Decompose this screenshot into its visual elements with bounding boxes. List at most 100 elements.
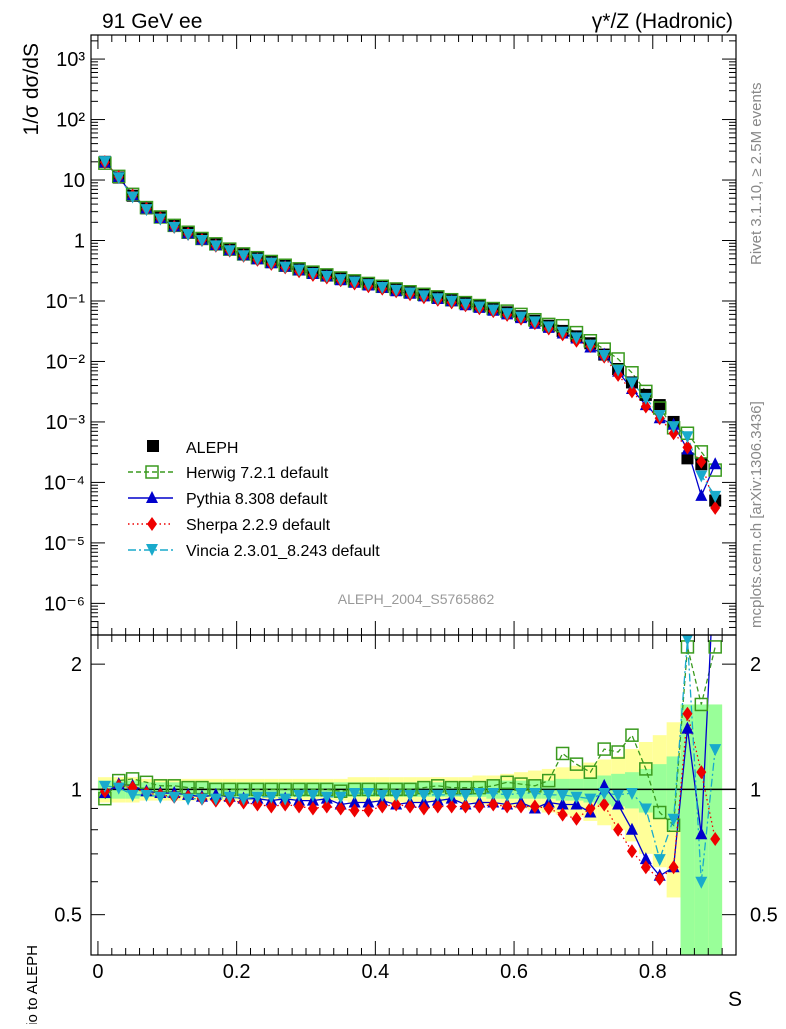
axis-ticks: 0 0.2 0.4 0.6 0.810⁻⁶10⁻⁵10⁻⁴10⁻³10⁻²10⁻¹110… (44, 35, 778, 983)
ratio-point-vincia (431, 789, 444, 802)
ratio-point-vincia (417, 789, 430, 802)
main-point-vincia (515, 311, 527, 324)
main-point-vincia (279, 261, 292, 274)
ratio-point-sherpa (474, 799, 485, 814)
ratio-point-herwig (694, 697, 709, 712)
ratio-point-sherpa (543, 801, 554, 816)
header-right: γ*/Z (Hadronic) (592, 10, 733, 33)
ratio-point-pythia (598, 778, 611, 791)
band-inner-bin (680, 704, 695, 955)
legend-entry-vincia: Vincia 2.3.01_8.243 default (128, 543, 380, 560)
main-line-herwig (104, 162, 716, 471)
main-point-vincia (265, 257, 278, 270)
x-tick-label: 0.4 (361, 961, 389, 983)
main-point-vincia (140, 204, 153, 217)
main-point-pythia (695, 488, 708, 501)
ratio-frame (90, 634, 737, 956)
main-point-sherpa (682, 440, 693, 455)
ratio-point-sherpa (335, 801, 346, 816)
ratio-point-sherpa (252, 797, 263, 812)
legend-entry-aleph: ALEPH (147, 440, 238, 457)
ratio-point-sherpa (557, 807, 568, 822)
main-point-sherpa (668, 426, 679, 441)
main-point-sherpa (710, 500, 721, 515)
main-point-vincia (168, 221, 181, 234)
ratio-point-sherpa (391, 797, 402, 812)
ratio-point-vincia (251, 791, 264, 804)
header-left: 91 GeV ee (102, 10, 202, 33)
x-tick-label: 0.6 (500, 961, 528, 983)
ratio-point-herwig (625, 728, 639, 742)
ratio-point-vincia (279, 793, 292, 806)
ratio-point-vincia (348, 788, 361, 801)
ratio-point-sherpa (321, 799, 332, 814)
main-point-vincia (237, 250, 250, 263)
ratio-point-sherpa (488, 797, 499, 812)
y-tick-label-main: 10⁻⁴ (44, 472, 85, 494)
main-point-vincia (639, 392, 652, 405)
ratio-point-sherpa (613, 822, 624, 837)
aleph-point (653, 399, 666, 412)
ratio-point-vincia (625, 788, 638, 801)
ratio-point-sherpa (626, 844, 637, 859)
legend-label-pythia: Pythia 8.308 default (186, 491, 328, 508)
ratio-point-sherpa (460, 799, 471, 814)
y-tick-label-ratio-right: 2 (750, 654, 761, 676)
ratio-point-herwig (611, 745, 625, 759)
y-tick-label-main: 10⁻³ (46, 412, 86, 434)
ratio-point-sherpa (432, 799, 443, 814)
ratio-point-pythia (625, 822, 638, 835)
ratio-point-sherpa (418, 801, 429, 816)
ratio-point-sherpa (516, 799, 526, 814)
ratio-point-sherpa (266, 799, 277, 814)
main-point-vincia (348, 276, 361, 289)
ratio-point-vincia (542, 789, 555, 802)
main-point-vincia (112, 172, 125, 185)
ratio-point-sherpa (363, 803, 374, 818)
ratio-point-vincia (667, 813, 680, 826)
y-tick-label-ratio-left: 2 (71, 654, 82, 676)
legend-marker-sherpa (147, 517, 157, 531)
ratio-point-sherpa (349, 803, 360, 818)
legend-marker-aleph (147, 440, 159, 452)
main-point-vincia (709, 490, 722, 503)
rivet-info: Rivet 3.1.10, ≥ 2.5M events (748, 83, 765, 266)
main-point-vincia (126, 191, 139, 204)
ratio-point-sherpa (405, 799, 416, 814)
ratio-point-vincia (598, 788, 611, 801)
ratio-point-sherpa (696, 765, 707, 780)
ratio-point-vincia (459, 789, 472, 802)
ratio-point-pythia (362, 795, 375, 808)
legend-label-vincia: Vincia 2.3.01_8.243 default (186, 543, 380, 560)
ratio-point-vincia (501, 789, 514, 802)
main-point-vincia (154, 213, 167, 226)
ratio-point-herwig (639, 762, 653, 776)
main-point-vincia (667, 421, 680, 434)
main-point-vincia (542, 321, 555, 334)
legend-entry-herwig: Herwig 7.2.1 default (128, 465, 329, 482)
main-point-vincia (612, 364, 625, 377)
ratio-point-vincia (556, 789, 569, 802)
ratio-point-herwig (652, 805, 667, 820)
main-point-vincia (431, 293, 444, 306)
mcplots-info: mcplots.cern.ch [arXiv:1306.3436] (748, 401, 765, 628)
ratio-point-vincia (487, 788, 500, 801)
ratio-point-vincia (404, 789, 417, 802)
ratio-point-vincia (682, 635, 693, 646)
y-tick-label-ratio-left: 0.5 (54, 905, 82, 927)
ratio-point-sherpa (682, 706, 693, 721)
ratio-point-sherpa (599, 797, 610, 812)
main-point-vincia (404, 287, 417, 300)
main-point-vincia (209, 240, 222, 253)
ratio-point-vincia (320, 791, 333, 804)
legend-label-herwig: Herwig 7.2.1 default (186, 465, 329, 482)
main-point-sherpa (626, 384, 637, 399)
main-y-label: 1/σ dσ/dS (20, 43, 43, 135)
main-point-vincia (473, 301, 486, 314)
main-point-vincia (625, 377, 638, 390)
ratio-point-pythia (348, 795, 361, 808)
ratio-point-sherpa (377, 799, 388, 814)
ratio-point-sherpa (640, 860, 651, 875)
legend-label-sherpa: Sherpa 2.2.9 default (186, 517, 331, 534)
ratio-point-vincia (334, 791, 347, 804)
